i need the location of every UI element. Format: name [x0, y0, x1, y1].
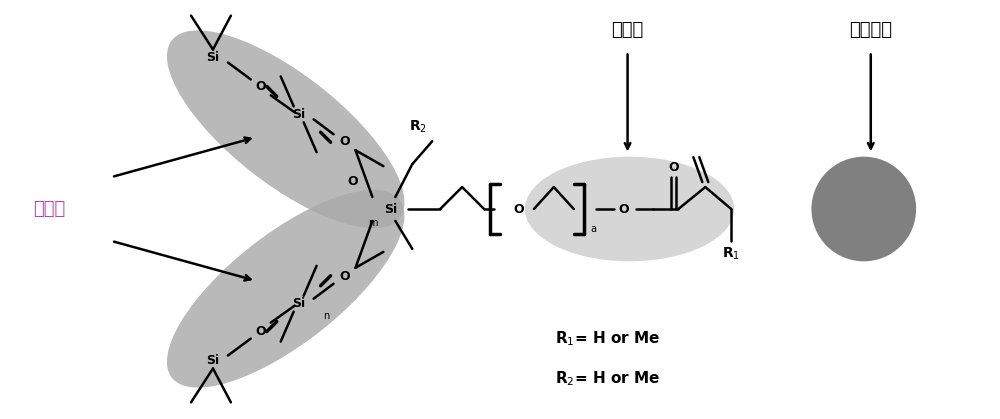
Text: O: O — [668, 160, 679, 173]
Text: Si: Si — [384, 202, 397, 215]
Text: R$_2$= H or Me: R$_2$= H or Me — [555, 369, 660, 388]
Text: Si: Si — [206, 51, 220, 64]
Text: Si: Si — [292, 297, 305, 310]
Text: R$_1$: R$_1$ — [722, 246, 740, 262]
Text: R$_2$: R$_2$ — [409, 119, 427, 135]
Text: m: m — [368, 218, 377, 228]
Text: O: O — [618, 202, 629, 215]
Text: 亲水链: 亲水链 — [611, 21, 644, 39]
Ellipse shape — [167, 30, 404, 228]
Text: Si: Si — [292, 108, 305, 121]
Text: 反应基团: 反应基团 — [849, 21, 892, 39]
Text: a: a — [591, 224, 597, 234]
Ellipse shape — [167, 190, 404, 388]
Text: O: O — [514, 202, 524, 215]
Text: n: n — [323, 310, 330, 321]
Text: O: O — [339, 270, 350, 283]
Text: O: O — [255, 80, 266, 93]
Ellipse shape — [525, 157, 734, 261]
Text: O: O — [339, 135, 350, 148]
Text: R$_1$= H or Me: R$_1$= H or Me — [555, 329, 660, 348]
Text: O: O — [255, 325, 266, 338]
Text: 疏水链: 疏水链 — [33, 200, 66, 218]
Ellipse shape — [811, 157, 916, 261]
Text: O: O — [347, 175, 358, 188]
Text: Si: Si — [206, 354, 220, 367]
